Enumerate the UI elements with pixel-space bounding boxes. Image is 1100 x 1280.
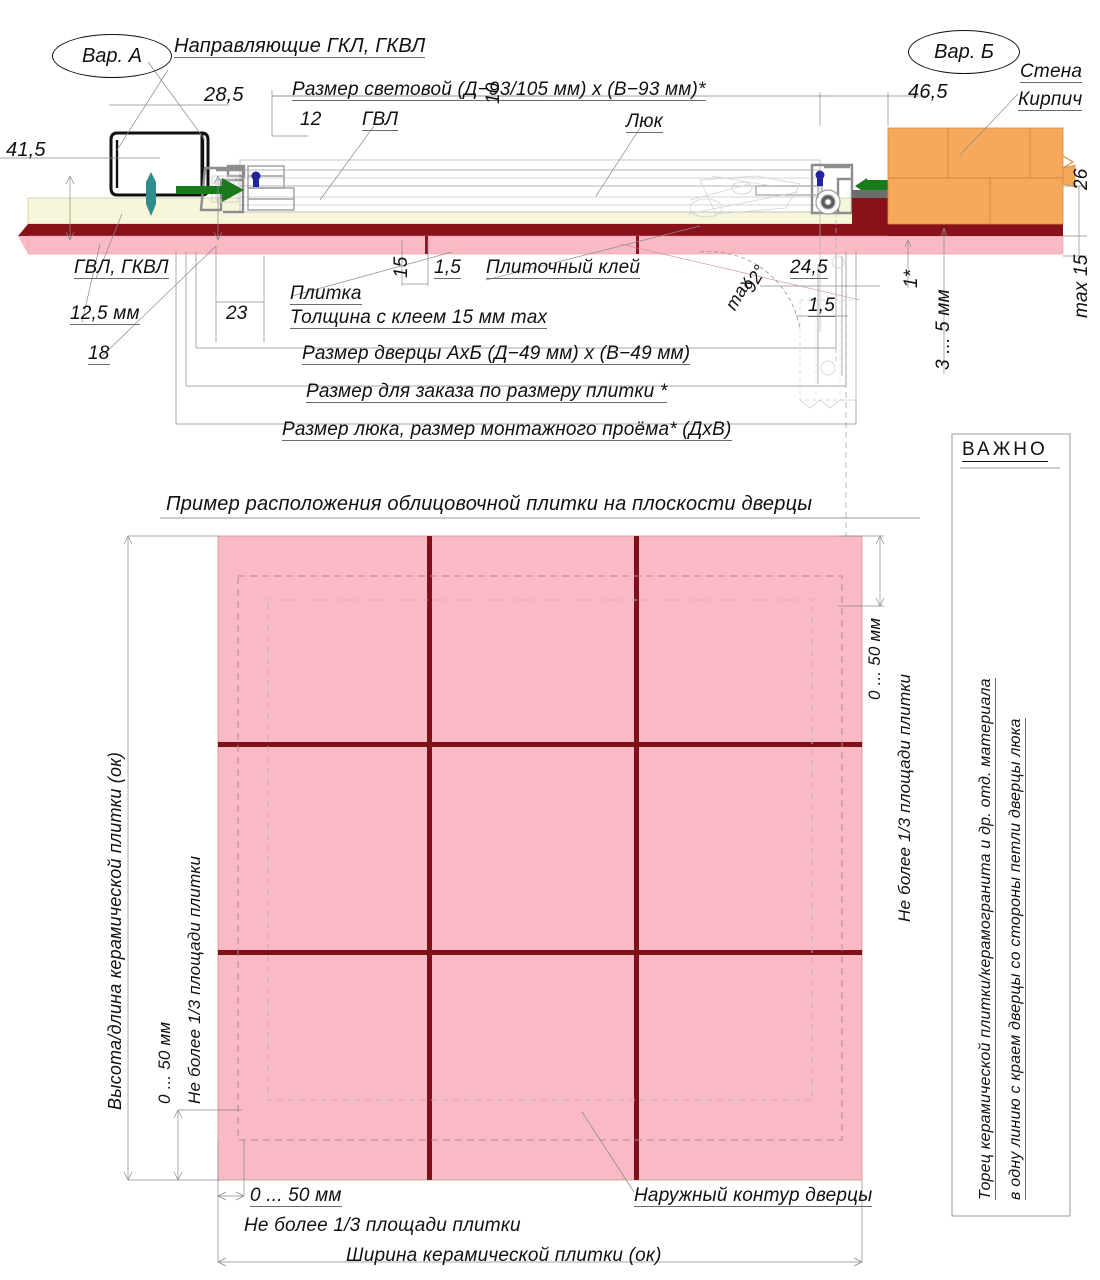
variant-b-badge: Вар. Б <box>908 30 1020 74</box>
note-hatch-size: Размер люка, размер монтажного проёма* (… <box>282 419 732 441</box>
important-heading: ВАЖНО <box>962 439 1048 462</box>
dim-3-5-mm: 3 ... 5 мм <box>933 289 954 370</box>
label-bottom-gap: 0 ... 50 мм <box>250 1185 342 1207</box>
ghost-mechanism <box>687 175 801 218</box>
label-right-third: Не более 1/3 площади плитки <box>895 673 914 922</box>
dim-28-5: 28,5 <box>204 84 244 106</box>
note-order-size: Размер для заказа по размеру плитки * <box>306 381 668 403</box>
callout-hatch: Люк <box>626 111 663 133</box>
tile-dimension-lines <box>123 517 920 1267</box>
callout-gvl: ГВЛ <box>362 109 399 131</box>
important-line-2: в одну линию с краем дверцы со стороны п… <box>1007 718 1026 1200</box>
brick-wall <box>887 127 1076 225</box>
dim-1-star: 1* <box>901 269 922 288</box>
dim-41-5: 41,5 <box>6 139 46 161</box>
dim-23: 23 <box>226 303 248 324</box>
dim-24-5: 24,5 <box>790 257 828 279</box>
label-bottom-third: Не более 1/3 площади плитки <box>244 1215 521 1236</box>
label-left-tile-height: Высота/длина керамической плитки (ок) <box>105 751 125 1110</box>
frame-seal-block <box>852 196 888 224</box>
blue-pin-right <box>815 170 825 186</box>
blue-pin-left <box>251 171 261 187</box>
tile-layout-figure <box>217 535 863 1181</box>
variant-a-badge: Вар. А <box>52 34 172 78</box>
screw-icon <box>146 172 156 216</box>
hinge-mechanism <box>755 172 841 215</box>
callout-wall: Стена <box>1020 61 1083 83</box>
guide-profile-side <box>115 140 205 188</box>
label-outer-contour: Наружный контур дверцы <box>634 1185 873 1207</box>
callout-gvl-gkvl: ГВЛ, ГКВЛ <box>74 257 169 279</box>
label-left-third: Не более 1/3 площади плитки <box>185 855 204 1104</box>
callout-tile: Плитка <box>290 283 362 305</box>
dim-15: 15 <box>391 256 412 278</box>
green-arrow-left <box>176 178 244 202</box>
callout-guides: Направляющие ГКЛ, ГКВЛ <box>174 35 426 58</box>
leader-lines <box>0 61 1087 540</box>
hatch-body <box>239 159 821 213</box>
tile-layout-title: Пример расположения облицовочной плитки … <box>166 493 813 515</box>
label-right-gap: 0 ... 50 мм <box>865 617 884 700</box>
dim-18: 18 <box>88 343 110 365</box>
dim-12: 12 <box>300 109 322 130</box>
callout-tile-glue: Плиточный клей <box>486 257 641 279</box>
important-box-border <box>951 433 1071 1217</box>
label-left-gap: 0 ... 50 мм <box>155 1021 174 1104</box>
dim-10: 10 <box>483 82 504 104</box>
note-glue-thickness: Толщина с клеем 15 мм max <box>290 307 548 329</box>
metal-guide-profile <box>109 131 210 197</box>
dim-1-5-right: 1,5 <box>808 295 836 317</box>
dim-12-5-mm: 12,5 мм <box>70 303 140 325</box>
dim-max-15: max 15 <box>1071 254 1092 318</box>
dim-1-5: 1,5 <box>434 257 462 279</box>
variant-b-label: Вар. Б <box>934 40 994 63</box>
dim-26: 26 <box>1071 168 1092 190</box>
variant-a-label: Вар. А <box>81 44 143 67</box>
note-door-size: Размер дверцы АхБ (Д−49 мм) х (В−49 мм) <box>302 343 691 365</box>
important-line-1: Торец керамической плитки/керамогранита … <box>977 678 996 1200</box>
label-bottom-width: Ширина керамической плитки (ок) <box>346 1245 662 1266</box>
callout-brick: Кирпич <box>1018 89 1083 111</box>
note-light-size: Размер световой (Д−93/105 мм) х (В−93 мм… <box>292 79 706 101</box>
dim-46-5: 46,5 <box>908 81 948 103</box>
